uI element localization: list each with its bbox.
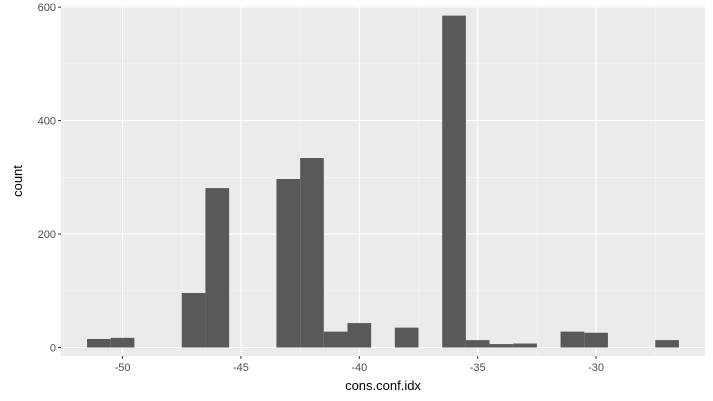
histogram-bar	[465, 340, 490, 348]
y-axis-title: count	[10, 165, 25, 197]
y-tick-label: 600	[38, 2, 56, 14]
histogram-bar	[394, 327, 419, 348]
minor-grid	[61, 6, 705, 356]
histogram-bar	[276, 179, 301, 348]
x-tick-label: -35	[470, 362, 486, 374]
histogram-bar	[513, 343, 537, 348]
histogram-bar	[110, 337, 135, 348]
y-tick-label: 0	[50, 342, 56, 354]
histogram-bar	[347, 323, 372, 348]
histogram-bar	[560, 331, 585, 348]
histogram-bar	[205, 188, 230, 348]
x-axis-ticks: -50 -45 -40 -35 -30	[115, 356, 604, 374]
histogram-bar	[181, 293, 206, 348]
histogram-bar	[300, 158, 324, 348]
x-tick-label: -45	[233, 362, 249, 374]
histogram-bar	[489, 344, 514, 348]
y-axis-ticks: 0 200 400 600	[38, 2, 61, 354]
x-tick-label: -50	[115, 362, 131, 374]
histogram-bar	[584, 332, 608, 348]
histogram-bar	[655, 340, 679, 348]
plot-panel	[61, 6, 705, 356]
y-tick-label: 400	[38, 116, 56, 128]
histogram-bars	[87, 15, 679, 348]
histogram-bar	[442, 15, 466, 348]
x-tick-label: -30	[588, 362, 604, 374]
y-tick-label: 200	[38, 229, 56, 241]
histogram-bar	[87, 338, 111, 348]
x-axis-title: cons.conf.idx	[345, 378, 421, 393]
x-tick-label: -40	[351, 362, 367, 374]
histogram-bar	[323, 331, 348, 348]
